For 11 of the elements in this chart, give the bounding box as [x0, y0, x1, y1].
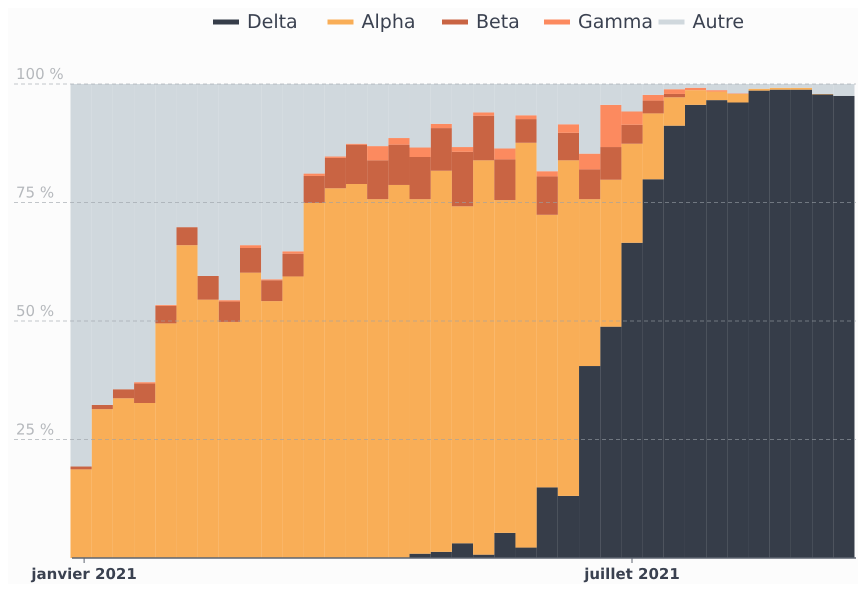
legend-label: Delta	[247, 11, 298, 33]
x-tick-label: juillet 2021	[583, 565, 680, 583]
legend-label: Autre	[692, 11, 744, 33]
y-tick-label: 25 %	[16, 420, 54, 438]
y-tick-label: 100 %	[16, 65, 64, 83]
x-tick-label: janvier 2021	[30, 565, 137, 583]
y-tick-label: 50 %	[16, 302, 54, 320]
legend-label: Gamma	[578, 11, 654, 33]
y-tick-label: 75 %	[16, 184, 54, 202]
legend-label: Beta	[476, 11, 520, 33]
legend-label: Alpha	[362, 11, 416, 33]
